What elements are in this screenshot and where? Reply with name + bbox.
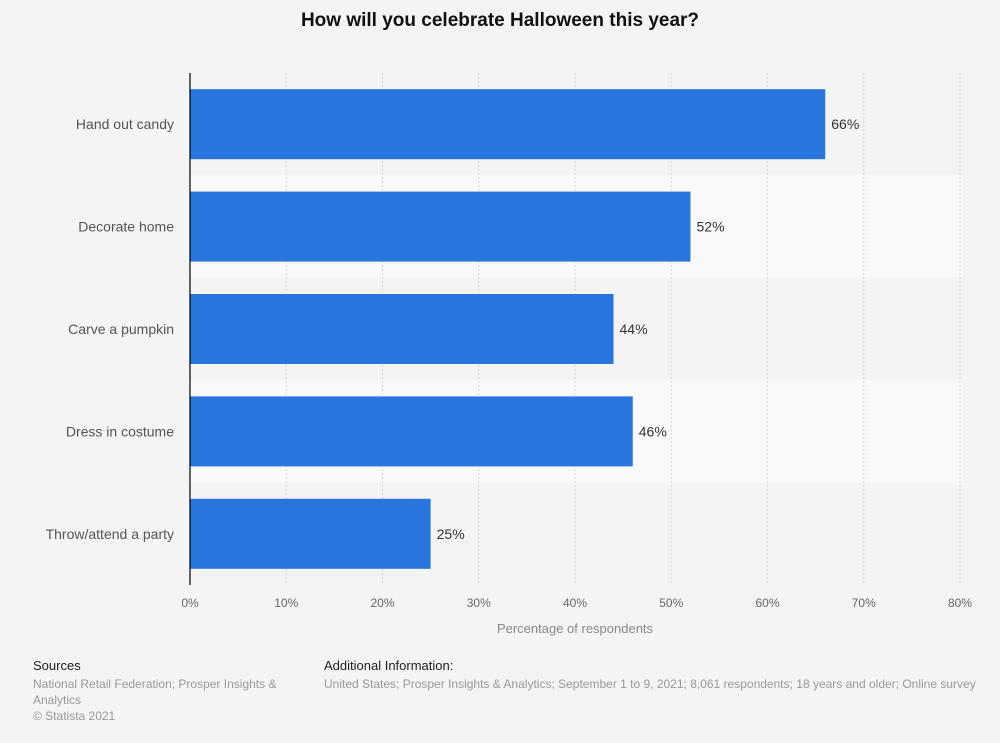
bar (190, 89, 826, 160)
bar (190, 191, 691, 262)
x-tick-label: 20% (370, 596, 394, 610)
additional-info-text: United States; Prosper Insights & Analyt… (324, 677, 976, 691)
additional-info-block: Additional Information: United States; P… (324, 658, 1000, 692)
sources-block: Sources National Retail Federation; Pros… (33, 658, 303, 724)
x-tick-label: 80% (948, 596, 972, 610)
bar-chart: 0% 10% 20% 30% 40% 50% 60% 70% 80% Hand out candy… (46, 73, 972, 636)
sources-text: National Retail Federation; Prosper Insi… (33, 677, 277, 707)
category-label: Throw/attend a party (46, 526, 174, 542)
copyright: © Statista 2021 (33, 709, 116, 723)
x-tick-label: 0% (181, 596, 199, 610)
category-label: Decorate home (78, 219, 174, 235)
data-label: 66% (831, 116, 859, 132)
x-axis-title: Percentage of respondents (497, 621, 654, 636)
x-tick-label: 60% (755, 596, 779, 610)
data-label: 52% (697, 219, 725, 235)
sources-heading: Sources (33, 658, 81, 673)
x-tick-label: 40% (563, 596, 587, 610)
additional-info-heading: Additional Information: (324, 658, 454, 673)
category-label: Carve a pumpkin (68, 321, 174, 337)
bar (190, 294, 614, 364)
chart-title: How will you celebrate Halloween this ye… (300, 10, 700, 31)
category-label: Hand out candy (76, 116, 174, 132)
x-tick-label: 30% (467, 596, 491, 610)
bar (190, 396, 633, 467)
data-label: 44% (620, 321, 648, 337)
x-tick-label: 70% (852, 596, 876, 610)
data-label: 46% (639, 423, 667, 439)
category-label: Dress in costume (66, 423, 174, 439)
x-tick-label: 50% (659, 596, 683, 610)
bar (190, 498, 431, 569)
x-tick-label: 10% (274, 596, 298, 610)
data-label: 25% (437, 526, 465, 542)
